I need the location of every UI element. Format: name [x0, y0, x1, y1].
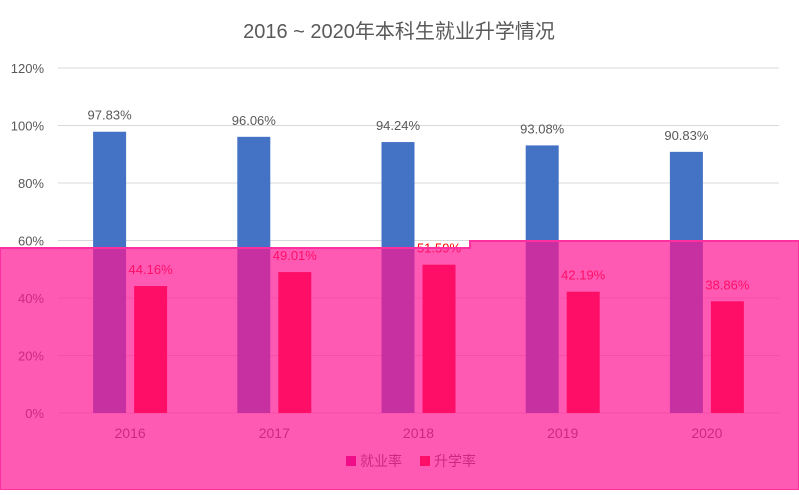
y-tick-label: 80% — [18, 176, 44, 191]
data-label: 94.24% — [376, 118, 421, 133]
data-label: 90.83% — [664, 128, 709, 143]
y-tick-label: 120% — [11, 61, 45, 76]
data-label: 97.83% — [88, 108, 133, 123]
highlight-region — [0, 240, 799, 491]
data-label: 96.06% — [232, 113, 277, 128]
y-tick-label: 100% — [11, 119, 45, 134]
data-label: 93.08% — [520, 121, 565, 136]
chart-title: 2016 ~ 2020年本科生就业升学情况 — [243, 20, 555, 43]
highlight-overlay — [0, 240, 799, 491]
y-tick-label: 60% — [18, 234, 44, 249]
